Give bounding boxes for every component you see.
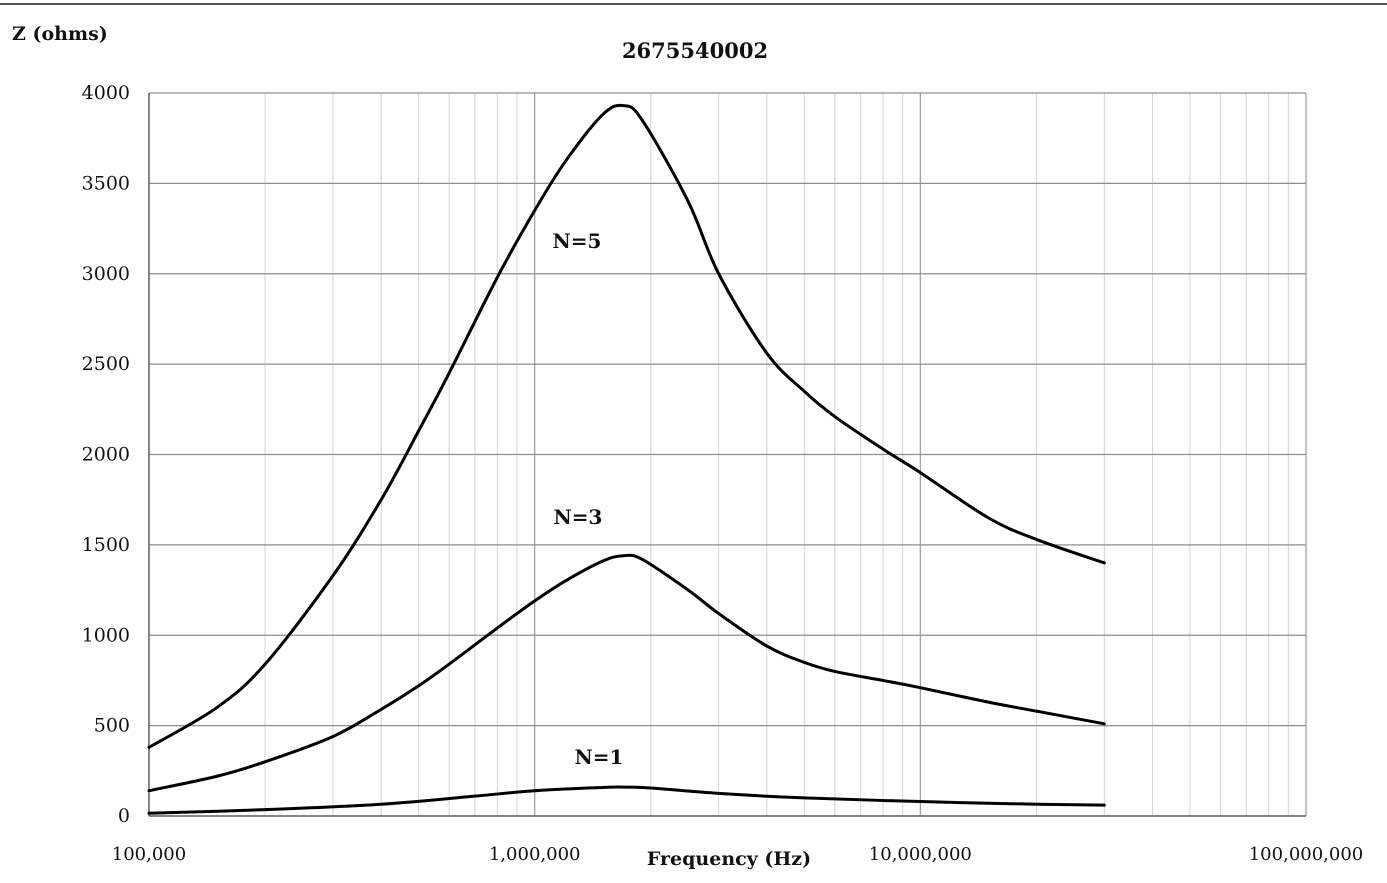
chart-title: 2675540002 bbox=[622, 38, 768, 63]
y-tick-label: 1000 bbox=[82, 624, 130, 646]
y-tick-label: 3000 bbox=[82, 263, 130, 285]
series-line-n-1 bbox=[147, 785, 1106, 815]
x-tick-label: 10,000,000 bbox=[869, 844, 972, 865]
y-tick-label: 3500 bbox=[82, 172, 130, 194]
x-tick-label: 100,000 bbox=[112, 844, 186, 865]
y-tick-label: 500 bbox=[94, 715, 130, 737]
y-tick-label: 1500 bbox=[82, 534, 130, 556]
y-tick-label: 2000 bbox=[82, 444, 130, 466]
series-line-n-5 bbox=[147, 103, 1106, 749]
y-axis-label: Z (ohms) bbox=[12, 23, 108, 45]
y-tick-label: 2500 bbox=[82, 353, 130, 375]
y-tick-labels: 0 500 1000 1500 2000 2500 3000 3500 4000 bbox=[82, 82, 130, 827]
y-tick-label: 4000 bbox=[82, 82, 130, 104]
series-label-n-3: N=3 bbox=[554, 505, 603, 529]
series-label-n-5: N=5 bbox=[553, 229, 602, 253]
series-label-n-1: N=1 bbox=[575, 745, 624, 769]
series-lines bbox=[147, 103, 1106, 815]
x-tick-label: 100,000,000 bbox=[1249, 844, 1364, 865]
series-labels: N=5 N=3 N=1 bbox=[553, 229, 624, 769]
x-tick-label: 1,000,000 bbox=[489, 844, 581, 865]
major-gridlines bbox=[148, 92, 1307, 817]
x-axis-label: Frequency (Hz) bbox=[647, 848, 811, 870]
x-tick-labels: 100,000 1,000,000 10,000,000 100,000,000 bbox=[112, 844, 1363, 865]
series-line-n-3 bbox=[147, 553, 1106, 793]
y-tick-label: 0 bbox=[118, 805, 130, 827]
